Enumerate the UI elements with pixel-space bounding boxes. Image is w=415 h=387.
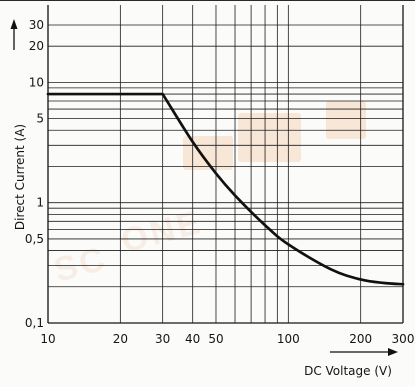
x-tick-label: 10 xyxy=(40,332,55,346)
x-tick-label: 20 xyxy=(113,332,128,346)
watermark-text: ONE xyxy=(117,203,207,261)
x-tick-label: 300 xyxy=(392,332,415,346)
watermark-mark-right xyxy=(326,101,366,139)
x-tick-label: 100 xyxy=(277,332,300,346)
x-tick-label: 40 xyxy=(185,332,200,346)
grid xyxy=(48,5,404,324)
x-tick-label: 30 xyxy=(155,332,170,346)
watermark: SC ONE xyxy=(50,101,366,290)
y-axis-arrow-head xyxy=(10,19,18,29)
x-tick-label: 50 xyxy=(208,332,223,346)
x-axis-arrow-head xyxy=(388,348,398,356)
ticks: 10 20 30 40 50 100 200 300 0,1 0,5 1 5 10 20 30 xyxy=(25,18,415,346)
y-tick-label: 5 xyxy=(36,112,44,126)
series-line xyxy=(46,92,405,286)
y-tick-label: 30 xyxy=(29,18,44,32)
y-tick-label: 1 xyxy=(36,196,44,210)
y-tick-label: 20 xyxy=(29,39,44,53)
y-tick-label: 0,5 xyxy=(25,232,44,246)
watermark-text: SC xyxy=(50,239,111,289)
y-tick-label: 10 xyxy=(29,75,44,89)
y-axis-label: Direct Current (A) xyxy=(13,124,27,230)
x-axis-label: DC Voltage (V) xyxy=(304,364,392,378)
x-tick-label: 200 xyxy=(349,332,372,346)
y-tick-label: 0,1 xyxy=(25,316,44,330)
watermark-mark-center xyxy=(238,113,301,162)
